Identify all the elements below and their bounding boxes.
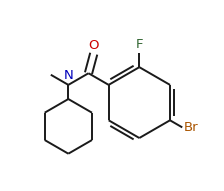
Text: Br: Br — [183, 121, 198, 134]
Text: N: N — [63, 70, 73, 83]
Text: F: F — [136, 38, 143, 51]
Text: O: O — [88, 39, 99, 52]
